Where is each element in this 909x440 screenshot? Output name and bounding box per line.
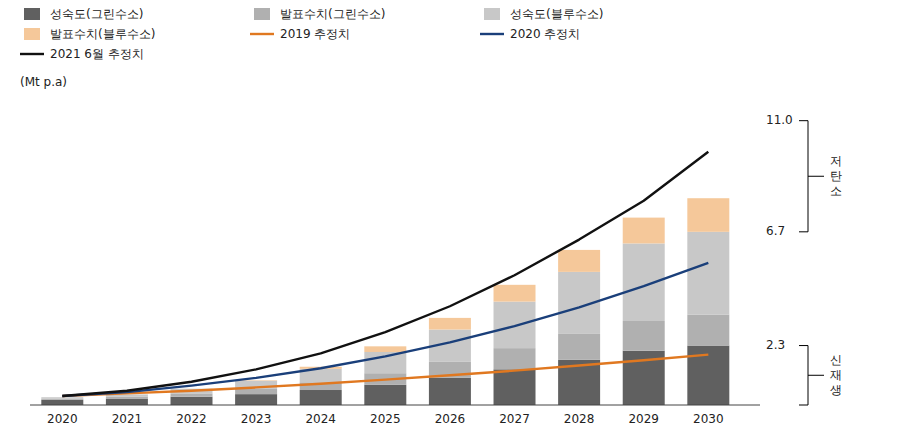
bracket-label-char: 소 bbox=[830, 184, 842, 198]
x-tick-label: 2020 bbox=[47, 412, 78, 426]
bar-segment bbox=[558, 250, 600, 272]
bar-segment bbox=[171, 397, 213, 405]
bar-segment bbox=[41, 399, 83, 400]
bracket-stem bbox=[808, 375, 824, 376]
legend-swatch bbox=[20, 53, 44, 55]
bar-segment bbox=[623, 218, 665, 244]
bracket bbox=[799, 121, 824, 232]
bracket-label-char: 신 bbox=[830, 353, 842, 367]
bracket-stem bbox=[808, 176, 824, 177]
legend-label: 2019 추정치 bbox=[280, 27, 350, 41]
legend-swatch bbox=[24, 28, 40, 40]
bracket bbox=[799, 346, 824, 405]
bar-segment bbox=[364, 385, 406, 405]
x-tick-label: 2026 bbox=[435, 412, 466, 426]
bar-segment bbox=[41, 400, 83, 405]
legend-label: 성숙도(그린수소) bbox=[50, 7, 143, 21]
y-label: (Mt p.a) bbox=[20, 75, 67, 89]
legend-label: 2021 6월 추정치 bbox=[50, 47, 144, 61]
bar-segment bbox=[364, 346, 406, 352]
bar-segment bbox=[558, 334, 600, 360]
bracket-label: 저탄소 bbox=[830, 154, 842, 198]
bar-segment bbox=[429, 318, 471, 330]
bar-segment bbox=[106, 399, 148, 405]
x-tick-label: 2029 bbox=[628, 412, 659, 426]
x-tick-label: 2028 bbox=[564, 412, 595, 426]
legend-label: 2020 추정치 bbox=[510, 27, 580, 41]
bracket-label-char: 탄 bbox=[830, 169, 842, 183]
x-axis bbox=[30, 405, 760, 406]
x-tick-label: 2024 bbox=[305, 412, 336, 426]
x-tick-label: 2022 bbox=[176, 412, 207, 426]
bar-segment bbox=[235, 389, 277, 394]
x-tick-label: 2021 bbox=[112, 412, 143, 426]
bar-segment bbox=[235, 394, 277, 405]
bracket-label-char: 생 bbox=[830, 383, 842, 397]
bar-segment bbox=[687, 346, 729, 405]
bar-segment bbox=[41, 397, 83, 398]
annotation: 11.0 bbox=[766, 113, 793, 127]
bar-segment bbox=[429, 378, 471, 405]
legend-swatch bbox=[484, 8, 500, 20]
bracket-label-char: 재 bbox=[830, 368, 842, 382]
bar-segment bbox=[623, 321, 665, 351]
line bbox=[62, 152, 708, 396]
x-tick-label: 2030 bbox=[693, 412, 724, 426]
legend-label: 성숙도(블루수소) bbox=[510, 7, 603, 21]
bracket-label: 신재생 bbox=[830, 353, 842, 397]
bar-segment bbox=[41, 397, 83, 398]
bar-segment bbox=[687, 198, 729, 232]
bracket-line bbox=[799, 346, 808, 405]
bar-segment bbox=[494, 302, 536, 349]
bracket-label-char: 저 bbox=[830, 154, 842, 168]
bar-segment bbox=[106, 396, 148, 398]
bar-segment bbox=[494, 285, 536, 302]
x-tick-label: 2027 bbox=[499, 412, 530, 426]
bar-segment bbox=[494, 369, 536, 405]
x-tick-label: 2023 bbox=[241, 412, 272, 426]
bracket-line bbox=[799, 121, 808, 232]
chart: 2020 2021 2022 2023 2024 2025 2026 2027 2028 2029… bbox=[0, 0, 909, 440]
line bbox=[62, 263, 708, 396]
legend-label: 발표수치(블루수소) bbox=[50, 27, 155, 41]
bar-segment bbox=[623, 243, 665, 321]
bar-segment bbox=[171, 393, 213, 396]
legend-swatch bbox=[254, 8, 270, 20]
x-tick-label: 2025 bbox=[370, 412, 401, 426]
bar-segment bbox=[687, 232, 729, 315]
legend-label: 발표수치(그린수소) bbox=[280, 7, 385, 21]
bar-segment bbox=[300, 390, 342, 405]
bar-segment bbox=[687, 315, 729, 346]
annotation: 6.7 bbox=[766, 224, 785, 238]
bar-segment bbox=[494, 348, 536, 369]
legend: 성숙도(그린수소) 발표수치(그린수소) 성숙도(블루수소) 발표수치(블루수소) 20… bbox=[20, 7, 603, 61]
legend-swatch bbox=[24, 8, 40, 20]
legend-swatch bbox=[480, 33, 504, 35]
plot-area bbox=[41, 152, 729, 405]
legend-swatch bbox=[250, 33, 274, 35]
annotation: 2.3 bbox=[766, 338, 785, 352]
